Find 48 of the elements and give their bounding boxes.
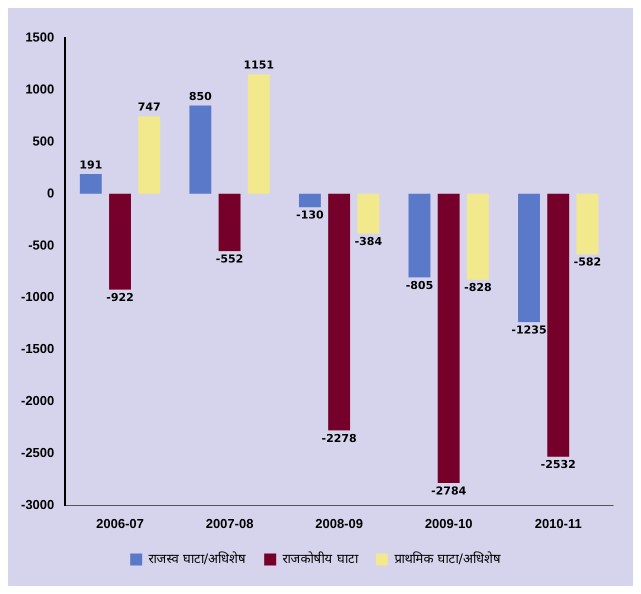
bar <box>328 194 350 430</box>
data-label: -805 <box>406 278 434 292</box>
data-label: 1151 <box>243 58 274 72</box>
bar <box>408 194 430 278</box>
bar <box>357 194 380 234</box>
data-label: -828 <box>464 281 492 294</box>
data-label: 850 <box>188 90 212 103</box>
data-label: -922 <box>106 290 134 304</box>
y-tick-label: -500 <box>28 237 54 252</box>
y-tick-label: -3000 <box>21 496 54 512</box>
data-label: -130 <box>296 208 324 222</box>
data-label: -384 <box>354 235 382 248</box>
bar <box>80 174 102 194</box>
bar <box>248 74 270 194</box>
bar <box>518 194 540 322</box>
bar <box>298 194 321 208</box>
x-tick-label: 2009-10 <box>424 516 473 531</box>
y-tick-label: 500 <box>32 133 54 148</box>
legend-label: राजकोषीय घाटा <box>282 550 359 567</box>
legend-label: प्राथमिक घाटा/अधिशेष <box>394 550 501 567</box>
y-tick-label: -2500 <box>21 445 54 460</box>
bar <box>109 194 131 290</box>
x-tick-label: 2010-11 <box>534 516 582 531</box>
data-label: -2784 <box>431 484 467 498</box>
x-tick-label: 2006-07 <box>96 516 144 531</box>
data-label: 747 <box>138 100 161 114</box>
y-tick-label: 1500 <box>25 30 54 45</box>
data-label: -552 <box>216 252 244 266</box>
bar <box>138 116 160 194</box>
data-label: -2532 <box>540 458 576 472</box>
y-tick-label: 1000 <box>25 82 54 97</box>
bar <box>189 106 212 194</box>
y-tick-label: -1500 <box>21 341 54 356</box>
y-tick-label: -2000 <box>21 393 54 408</box>
bar <box>547 194 570 457</box>
legend-label: राजस्व घाटा/अधिशेष <box>148 550 246 567</box>
data-label: -2278 <box>322 432 357 445</box>
data-label: 191 <box>79 158 102 172</box>
bar <box>218 194 241 252</box>
y-tick-label: 0 <box>47 185 54 200</box>
x-tick-label: 2007-08 <box>206 516 254 531</box>
x-tick-label: 2008-09 <box>315 516 363 531</box>
y-tick-label: -1000 <box>21 289 54 304</box>
data-label: -1235 <box>511 323 547 336</box>
bar <box>576 194 598 254</box>
bar <box>438 194 460 483</box>
bar <box>466 194 489 280</box>
data-label: -582 <box>574 256 602 269</box>
